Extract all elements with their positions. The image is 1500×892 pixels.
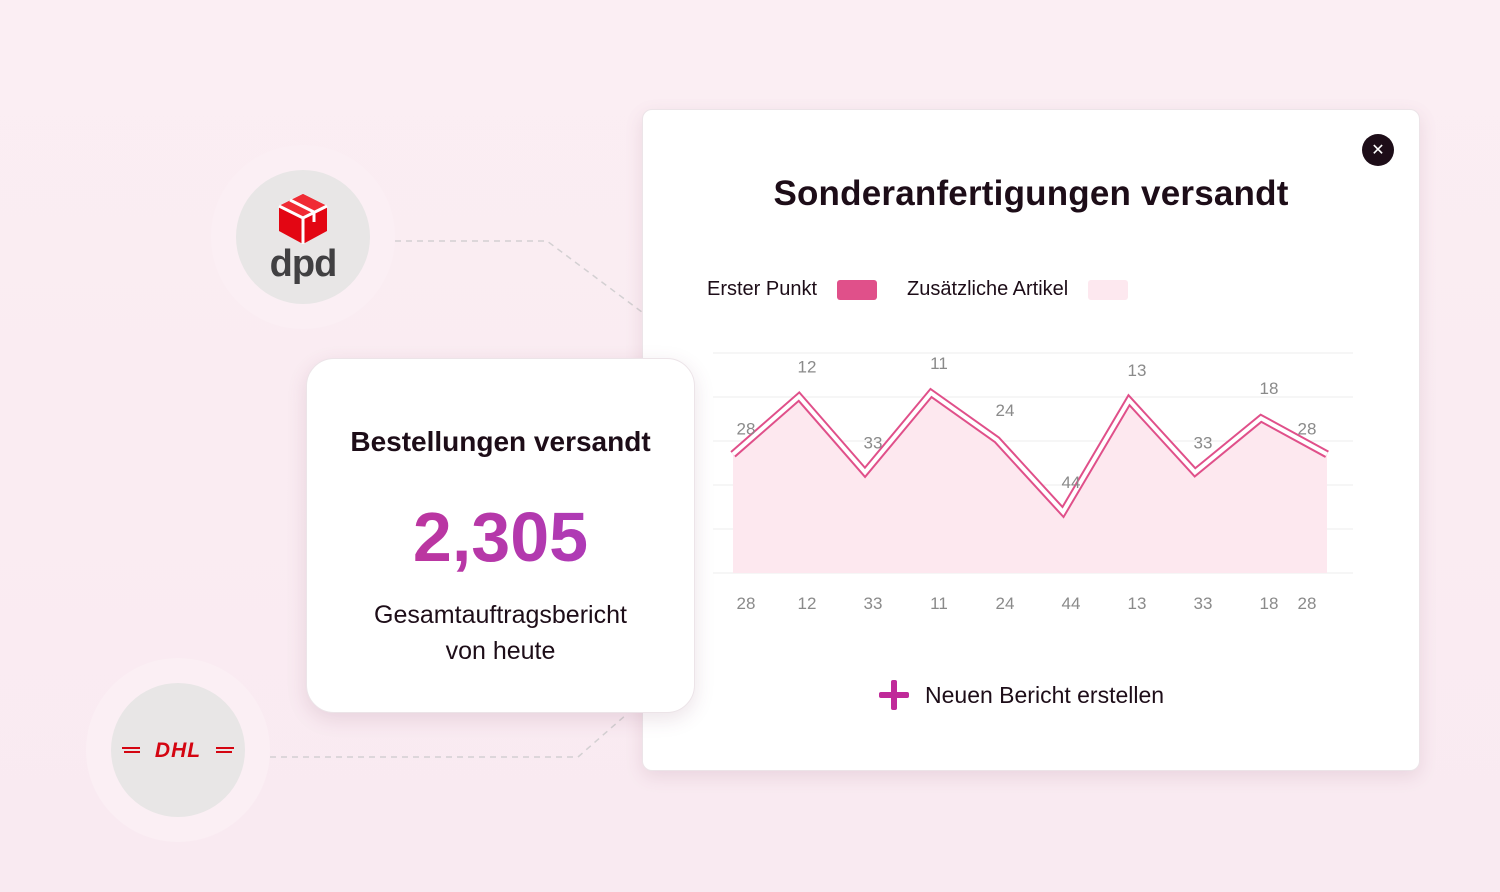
data-label: 33 (864, 433, 883, 452)
summary-subtitle-line1: Gesamtauftragsbericht (374, 601, 627, 629)
chart-legend: Erster Punkt Zusätzliche Artikel (707, 278, 1129, 301)
report-card: ✕ Sonderanfertigungen versandt Erster Pu… (642, 109, 1420, 771)
legend-swatch-first (837, 279, 878, 300)
x-tick-label: 33 (1194, 594, 1213, 613)
dpd-wordmark: dpd (269, 243, 338, 285)
x-tick-label: 11 (930, 594, 948, 613)
data-label: 12 (798, 358, 817, 377)
legend-label-first: Erster Punkt (707, 278, 818, 300)
x-tick-label: 18 (1260, 594, 1279, 613)
dpd-cube-icon (278, 194, 328, 244)
dhl-wordmark: DHL (155, 740, 201, 760)
line-chart: 28 12 33 11 24 44 13 33 18 28 28 12 33 11 24 44 13 33 18 2… (713, 352, 1353, 613)
data-label: 44 (1062, 473, 1081, 492)
summary-value: 2,305 (307, 497, 694, 577)
close-button[interactable]: ✕ (1362, 134, 1394, 166)
data-label: 11 (930, 354, 948, 373)
report-title: Sonderanfertigungen versandt (773, 174, 1289, 213)
x-tick-label: 33 (864, 594, 883, 613)
dhl-logo-icon: DHL (122, 740, 234, 760)
x-tick-label: 28 (737, 594, 756, 613)
data-label: 28 (737, 419, 756, 438)
data-label: 13 (1128, 361, 1147, 380)
legend-label-additional: Zusätzliche Artikel (907, 278, 1069, 300)
x-tick-label: 24 (996, 594, 1015, 613)
x-tick-label: 28 (1298, 594, 1317, 613)
dhl-logo-bubble: DHL (86, 658, 270, 842)
summary-title: Bestellungen versandt (350, 426, 651, 457)
x-tick-label: 13 (1128, 594, 1147, 613)
dhl-logo: DHL (111, 683, 245, 817)
x-tick-label: 44 (1062, 594, 1081, 613)
plus-icon (879, 680, 909, 710)
data-label: 28 (1298, 419, 1317, 438)
area-fill (733, 393, 1327, 573)
data-label: 24 (996, 401, 1015, 420)
data-label: 33 (1194, 433, 1213, 452)
orders-summary-card: Bestellungen versandt 2,305 Gesamtauftra… (306, 358, 695, 713)
series-line-inner (731, 390, 1328, 516)
data-label: 18 (1260, 379, 1279, 398)
new-report-button[interactable]: Neuen Bericht erstellen (879, 680, 1164, 710)
summary-subtitle-line2: von heute (445, 637, 556, 665)
legend-swatch-additional (1088, 279, 1129, 300)
summary-subtitle: Gesamtauftragsbericht von heute (307, 597, 694, 669)
dpd-logo-bubble: dpd (211, 145, 395, 329)
new-report-label: Neuen Bericht erstellen (925, 681, 1165, 708)
x-tick-label: 12 (798, 594, 817, 613)
close-icon: ✕ (1371, 142, 1385, 159)
dpd-logo: dpd (236, 170, 370, 304)
